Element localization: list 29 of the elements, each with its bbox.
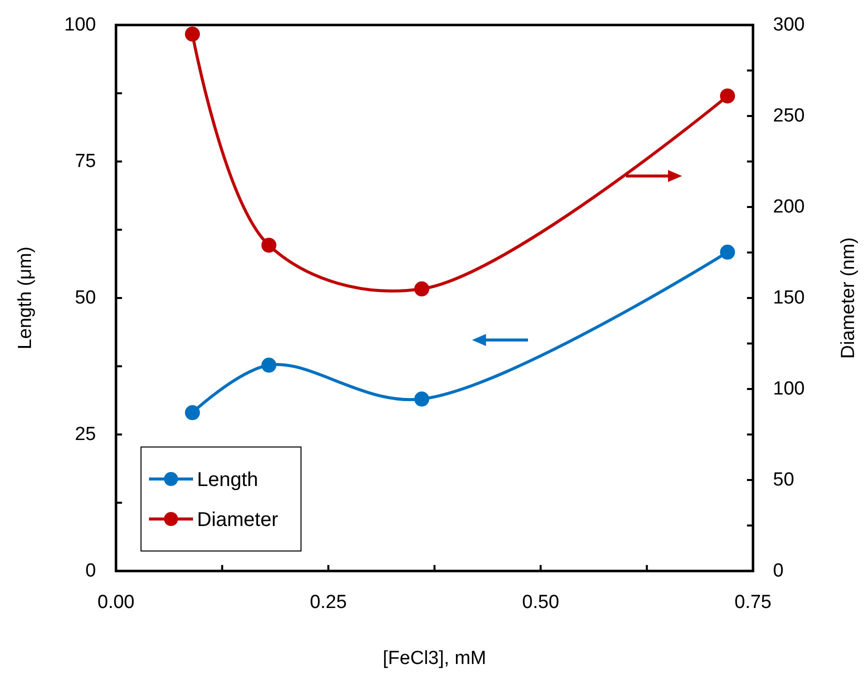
y2-axis-title: Diameter (nm) (838, 237, 859, 359)
x-tick-label: 0.50 (522, 592, 560, 613)
y-tick-label: 50 (74, 288, 96, 308)
point (184, 26, 200, 42)
x-tick-label: 0.00 (98, 592, 134, 613)
point (414, 281, 430, 296)
y2-tick-label: 100 (773, 378, 805, 400)
point (261, 238, 276, 253)
y2-tick-label: 300 (773, 14, 805, 36)
y-tick-label: 0 (85, 560, 96, 582)
x-tick-label: 0.75 (734, 592, 772, 613)
legend-label: Length (197, 469, 258, 491)
y2-tick-label: 200 (773, 196, 805, 218)
x-tick-label: 0.25 (310, 592, 347, 613)
point (720, 88, 736, 104)
y2-tick-label: 50 (773, 470, 794, 490)
y-tick-label: 25 (74, 424, 96, 445)
legend-label: Diameter (197, 509, 278, 531)
x-axis-title: [FeCl3], mM (382, 648, 486, 669)
point (720, 244, 736, 260)
point (184, 405, 200, 420)
point (414, 392, 430, 407)
point (261, 358, 276, 373)
y2-tick-label: 0 (773, 560, 784, 582)
y-axis-title: Length (μm) (15, 246, 36, 350)
y2-tick-label: 150 (773, 288, 805, 308)
y-tick-label: 100 (64, 14, 96, 36)
y2-tick-label: 250 (773, 106, 805, 126)
y-tick-label: 75 (74, 151, 96, 172)
